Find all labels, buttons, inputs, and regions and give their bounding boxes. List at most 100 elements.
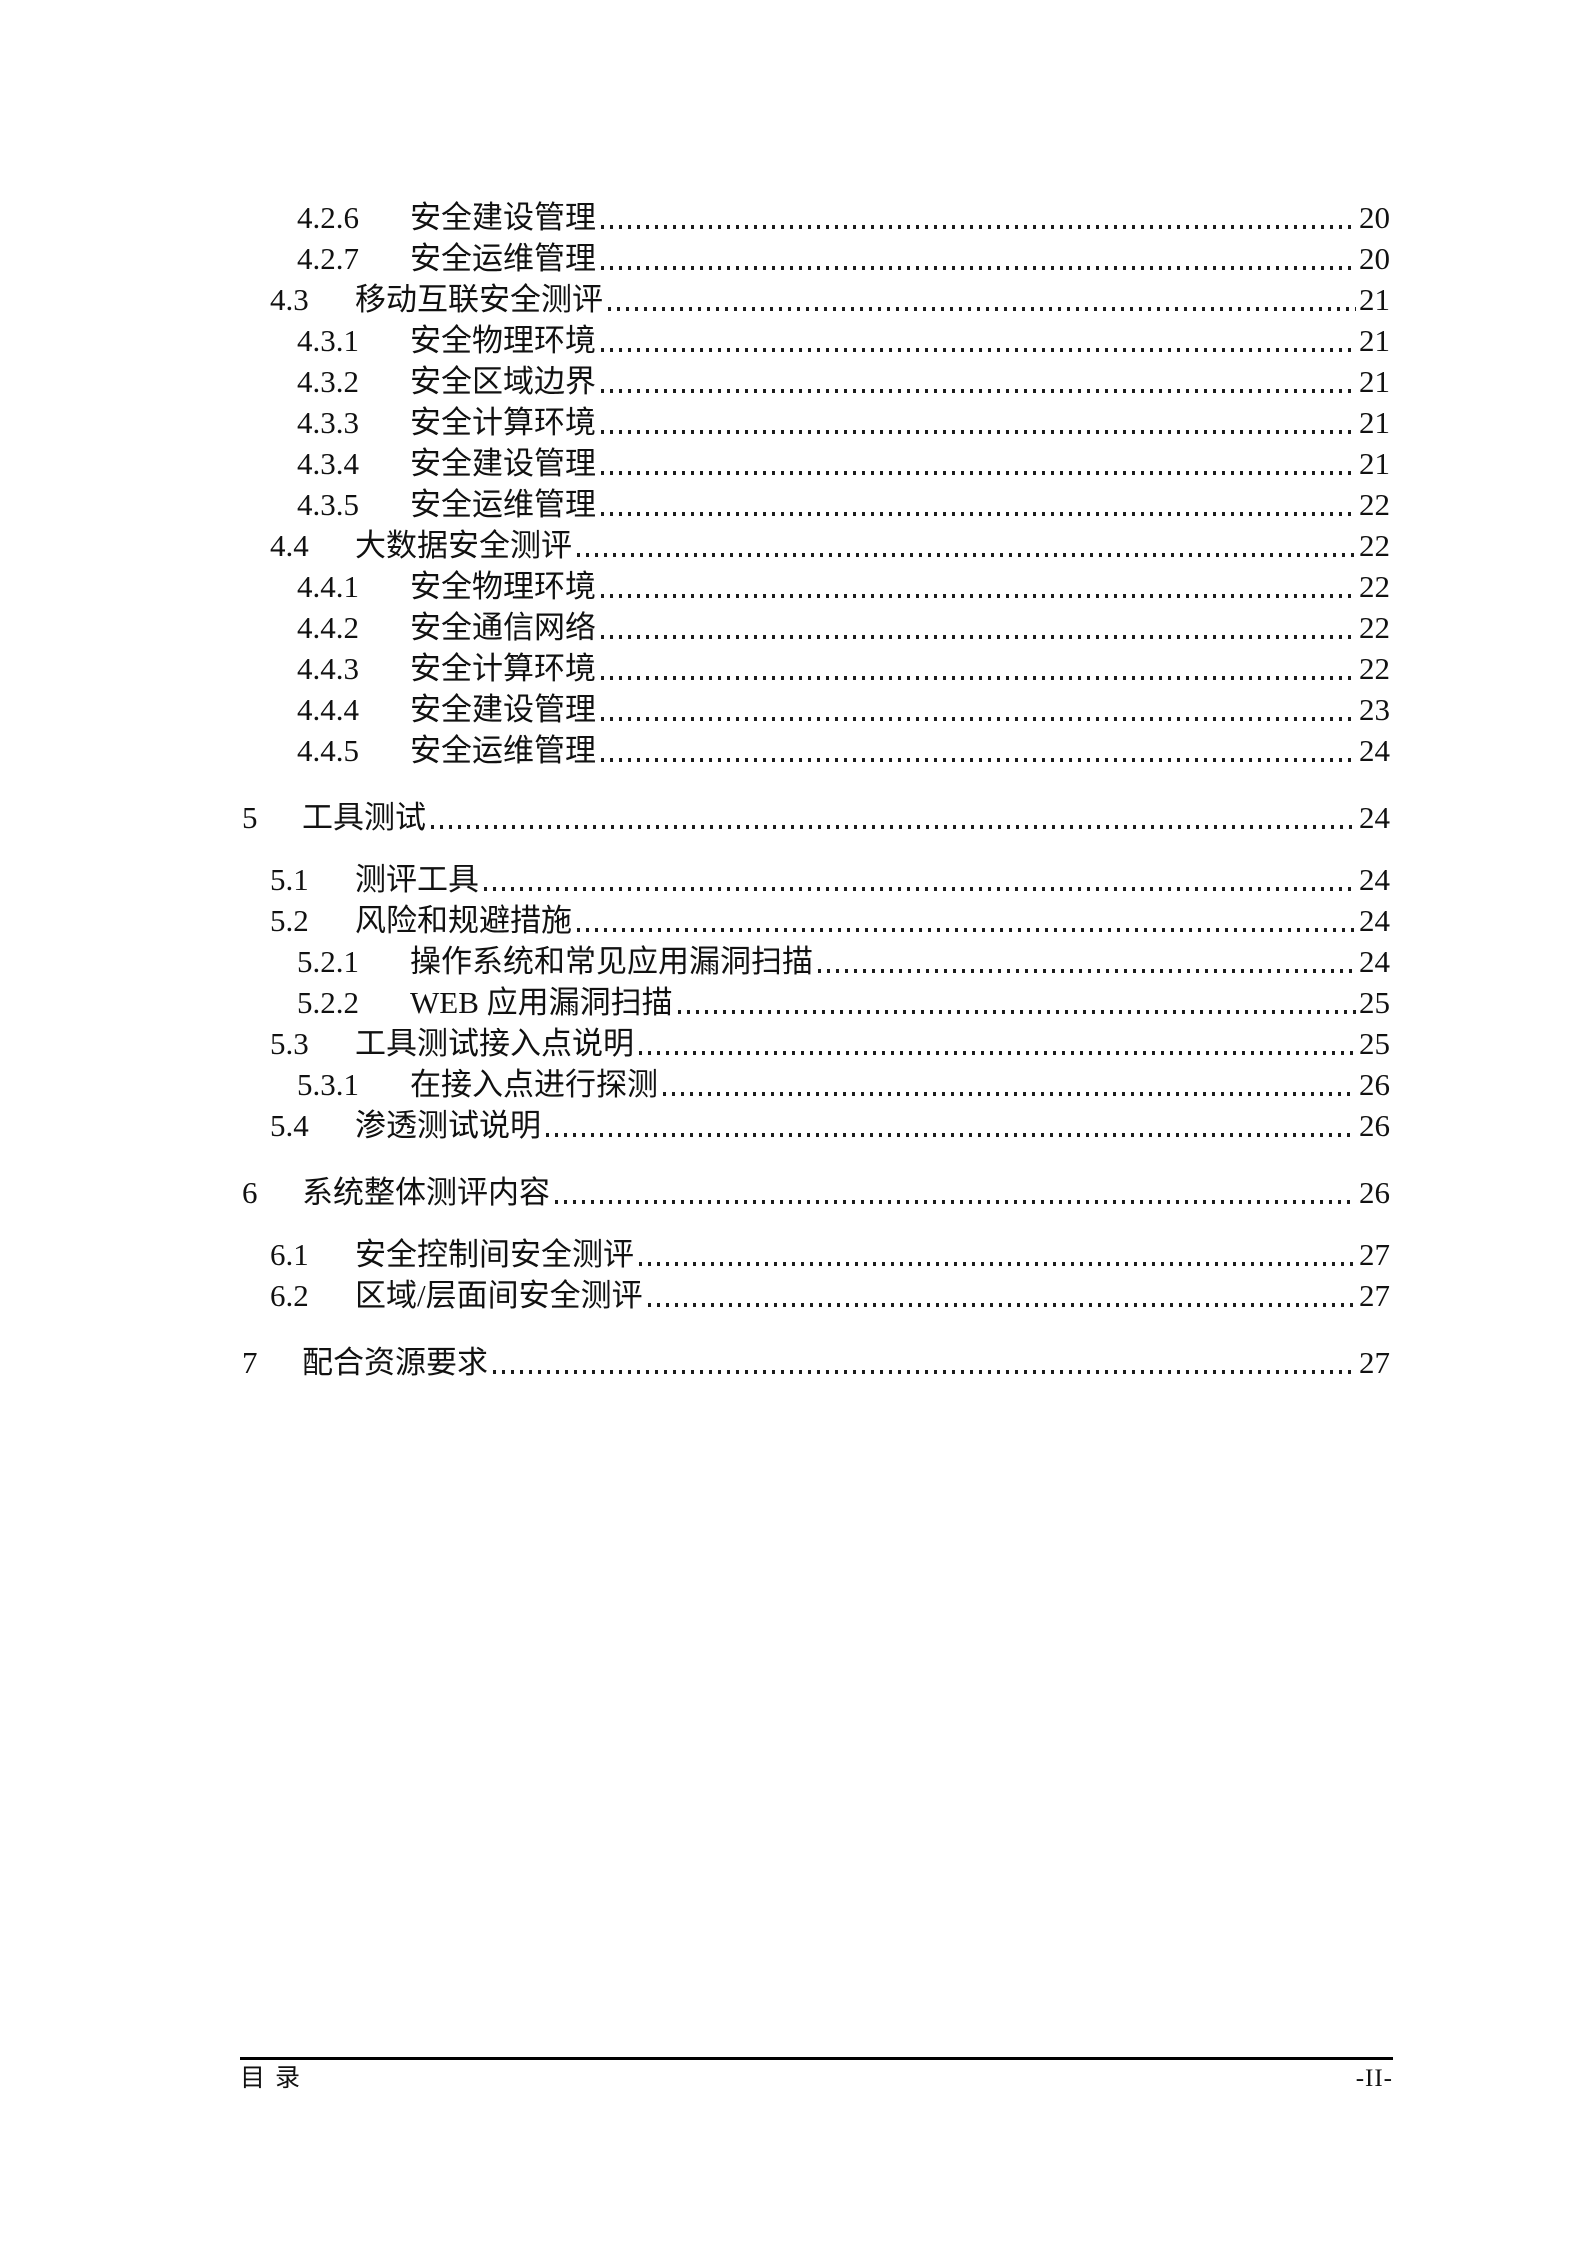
toc-leader-dots xyxy=(601,512,1356,516)
toc-entry[interactable]: 5.2.2 WEB 应用漏洞扫描 25 xyxy=(242,982,1390,1023)
toc-entry[interactable]: 5 工具测试 24 xyxy=(242,797,1390,838)
toc-entry-number: 4.2.6 xyxy=(297,200,359,235)
toc-entry[interactable]: 5.3.1 在接入点进行探测 26 xyxy=(242,1064,1390,1105)
toc-entry-title: 安全建设管理 xyxy=(410,200,596,235)
toc-entry-page: 26 xyxy=(1359,1067,1390,1102)
toc-entry-title: 安全控制间安全测评 xyxy=(355,1237,634,1272)
toc-leader-dots xyxy=(647,1303,1356,1307)
toc-entry[interactable]: 4.3 移动互联安全测评 21 xyxy=(242,279,1390,320)
toc-entry[interactable]: 4.3.4 安全建设管理 21 xyxy=(242,443,1390,484)
toc-entry-number: 4.4 xyxy=(270,528,309,563)
toc-entry[interactable]: 5.1 测评工具 24 xyxy=(242,859,1390,900)
toc-entry[interactable]: 4.3.5 安全运维管理 22 xyxy=(242,484,1390,525)
toc-entry[interactable]: 4.4 大数据安全测评 22 xyxy=(242,525,1390,566)
toc-entry[interactable]: 4.2.6 安全建设管理 20 xyxy=(242,197,1390,238)
toc-leader-dots xyxy=(639,1262,1356,1266)
toc-entry-page: 26 xyxy=(1359,1108,1390,1143)
toc-leader-dots xyxy=(601,471,1356,475)
toc-entry[interactable]: 7 配合资源要求 27 xyxy=(242,1342,1390,1383)
toc-leader-dots xyxy=(601,225,1356,229)
toc-entry-page: 25 xyxy=(1359,985,1390,1020)
toc-entry-page: 27 xyxy=(1359,1237,1390,1272)
toc-leader-dots xyxy=(677,1010,1356,1014)
toc-entry[interactable]: 4.3.1 安全物理环境 21 xyxy=(242,320,1390,361)
table-of-contents: 4.2.6 安全建设管理 20 4.2.7 安全运维管理 20 4.3 移动互联… xyxy=(242,197,1390,1404)
toc-entry-number: 5.2 xyxy=(270,903,309,938)
toc-entry-number: 6.1 xyxy=(270,1237,309,1272)
toc-entry-title: 安全运维管理 xyxy=(410,241,596,276)
toc-entry-title: 安全运维管理 xyxy=(410,733,596,768)
toc-entry[interactable]: 6 系统整体测评内容 26 xyxy=(242,1172,1390,1213)
toc-entry[interactable]: 4.4.1 安全物理环境 22 xyxy=(242,566,1390,607)
toc-entry[interactable]: 5.2 风险和规避措施 24 xyxy=(242,900,1390,941)
toc-entry-page: 22 xyxy=(1359,651,1390,686)
toc-entry-page: 27 xyxy=(1359,1278,1390,1313)
toc-entry-number: 6.2 xyxy=(270,1278,309,1313)
toc-entry-number: 4.3 xyxy=(270,282,309,317)
toc-entry-page: 22 xyxy=(1359,528,1390,563)
toc-entry-number: 4.4.5 xyxy=(297,733,359,768)
toc-entry-page: 21 xyxy=(1359,323,1390,358)
toc-entry-title: 操作系统和常见应用漏洞扫描 xyxy=(410,944,813,979)
toc-entry-page: 24 xyxy=(1359,862,1390,897)
toc-leader-dots xyxy=(601,266,1356,270)
toc-entry-number: 4.3.2 xyxy=(297,364,359,399)
toc-entry-number: 4.4.4 xyxy=(297,692,359,727)
toc-entry-number: 5.1 xyxy=(270,862,309,897)
toc-entry-page: 22 xyxy=(1359,610,1390,645)
toc-entry[interactable]: 4.2.7 安全运维管理 20 xyxy=(242,238,1390,279)
toc-leader-dots xyxy=(601,758,1356,762)
toc-entry[interactable]: 4.3.2 安全区域边界 21 xyxy=(242,361,1390,402)
toc-entry-number: 4.2.7 xyxy=(297,241,359,276)
toc-entry[interactable]: 6.2 区域/层面间安全测评 27 xyxy=(242,1275,1390,1316)
toc-entry-title: 安全区域边界 xyxy=(410,364,596,399)
page-footer: 目录 -II- xyxy=(240,2057,1393,2094)
toc-entry-title: 风险和规避措施 xyxy=(355,903,572,938)
toc-leader-dots xyxy=(577,928,1356,932)
toc-entry-title: 工具测试接入点说明 xyxy=(355,1026,634,1061)
toc-entry-title: 系统整体测评内容 xyxy=(302,1175,550,1210)
toc-leader-dots xyxy=(601,430,1356,434)
toc-entry-page: 22 xyxy=(1359,569,1390,604)
toc-entry-title: 在接入点进行探测 xyxy=(410,1067,658,1102)
toc-entry-title: 移动互联安全测评 xyxy=(355,282,603,317)
toc-entry-number: 4.3.4 xyxy=(297,446,359,481)
toc-entry[interactable]: 5.2.1 操作系统和常见应用漏洞扫描 24 xyxy=(242,941,1390,982)
toc-entry[interactable]: 4.4.2 安全通信网络 22 xyxy=(242,607,1390,648)
toc-entry-title: 大数据安全测评 xyxy=(355,528,572,563)
toc-entry-title: 配合资源要求 xyxy=(302,1345,488,1380)
toc-entry[interactable]: 4.4.5 安全运维管理 24 xyxy=(242,730,1390,771)
toc-leader-dots xyxy=(639,1051,1356,1055)
toc-leader-dots xyxy=(601,348,1356,352)
toc-entry-title: 安全物理环境 xyxy=(410,323,596,358)
toc-entry[interactable]: 5.4 渗透测试说明 26 xyxy=(242,1105,1390,1146)
toc-entry-title: 工具测试 xyxy=(302,800,426,835)
toc-entry-page: 20 xyxy=(1359,200,1390,235)
toc-leader-dots xyxy=(608,307,1356,311)
toc-entry-page: 21 xyxy=(1359,405,1390,440)
toc-entry[interactable]: 4.4.3 安全计算环境 22 xyxy=(242,648,1390,689)
toc-entry-title: 安全物理环境 xyxy=(410,569,596,604)
toc-entry[interactable]: 4.3.3 安全计算环境 21 xyxy=(242,402,1390,443)
toc-entry-page: 24 xyxy=(1359,944,1390,979)
toc-entry[interactable]: 5.3 工具测试接入点说明 25 xyxy=(242,1023,1390,1064)
toc-entry-page: 27 xyxy=(1359,1345,1390,1380)
toc-entry-title: 安全建设管理 xyxy=(410,692,596,727)
toc-entry-page: 24 xyxy=(1359,800,1390,835)
toc-leader-dots xyxy=(431,825,1356,829)
toc-leader-dots xyxy=(818,969,1356,973)
toc-entry[interactable]: 6.1 安全控制间安全测评 27 xyxy=(242,1234,1390,1275)
toc-entry-title: 安全计算环境 xyxy=(410,651,596,686)
toc-leader-dots xyxy=(601,389,1356,393)
toc-entry-number: 5.3 xyxy=(270,1026,309,1061)
footer-section-label: 目录 xyxy=(240,2065,311,2092)
toc-entry-page: 26 xyxy=(1359,1175,1390,1210)
toc-entry-page: 25 xyxy=(1359,1026,1390,1061)
toc-leader-dots xyxy=(601,635,1356,639)
toc-entry[interactable]: 4.4.4 安全建设管理 23 xyxy=(242,689,1390,730)
toc-entry-title: 安全计算环境 xyxy=(410,405,596,440)
toc-entry-number: 5.2.1 xyxy=(297,944,359,979)
toc-entry-number: 4.3.1 xyxy=(297,323,359,358)
toc-entry-number: 4.3.5 xyxy=(297,487,359,522)
